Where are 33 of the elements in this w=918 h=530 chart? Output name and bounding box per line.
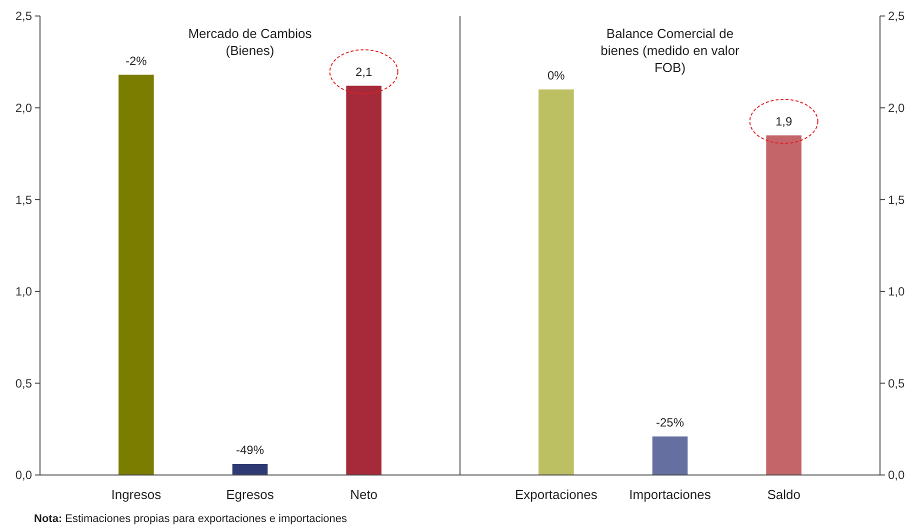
y-tick-label: 2,0 — [15, 101, 32, 115]
x-tick-label: Egresos — [226, 487, 274, 502]
y-tick-label: 0,0 — [888, 468, 906, 482]
x-tick-label: Ingresos — [111, 487, 162, 502]
y-tick-label: 1,0 — [888, 284, 906, 299]
bar — [346, 86, 382, 475]
y-tick-label: 2,0 — [888, 101, 906, 115]
y-tick-label: 0,5 — [888, 376, 906, 390]
annotation: -49% — [236, 442, 264, 457]
annotation: 0% — [548, 68, 566, 82]
annotation: -2% — [126, 54, 148, 68]
text: Mercado de Cambios (Bienes) — [188, 26, 312, 58]
y-tick-label: 0,0 — [15, 468, 32, 482]
y-tick-label: 2,5 — [888, 9, 906, 24]
text: Balance Comercial de bienes (medido en valor FOB) — [600, 26, 740, 75]
bar — [652, 436, 688, 475]
text: Nota: Estimaciones propias para exportaciones e importaciones — [34, 513, 348, 525]
y-tick-label: 1,0 — [15, 284, 32, 299]
y-tick-label: 1,5 — [15, 192, 32, 207]
y-tick-label: 2,5 — [15, 9, 32, 24]
data-label: 1,9 — [775, 114, 792, 128]
annotation: -25% — [656, 415, 684, 430]
data-label: 2,1 — [355, 64, 372, 79]
x-tick-label: Saldo — [767, 487, 800, 502]
x-tick-label: Neto — [350, 487, 378, 502]
y-tick-label: 0,5 — [15, 376, 32, 390]
x-tick-label: Exportaciones — [514, 487, 598, 502]
bar — [232, 464, 268, 475]
bar — [766, 135, 802, 475]
y-tick-label: 1,5 — [888, 192, 906, 207]
x-tick-label: Importaciones — [629, 487, 712, 502]
bar — [538, 89, 574, 475]
bar — [118, 74, 154, 475]
